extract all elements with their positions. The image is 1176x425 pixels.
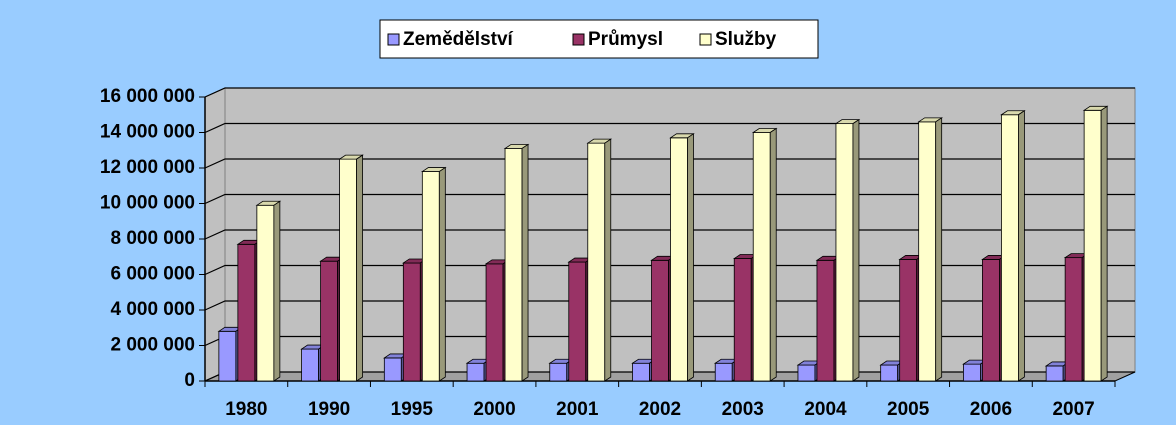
grid-line bbox=[204, 122, 1135, 134]
legend-swatch bbox=[699, 33, 712, 46]
x-tick-label: 2004 bbox=[804, 399, 847, 420]
x-tick-label: 1995 bbox=[391, 399, 434, 420]
bar-front bbox=[1064, 257, 1083, 382]
bar-side bbox=[687, 133, 694, 382]
bar-front bbox=[237, 243, 256, 382]
legend-label: Průmysl bbox=[588, 29, 663, 50]
bar-front bbox=[485, 263, 504, 382]
x-tick-label: 1990 bbox=[308, 399, 350, 420]
bar-side bbox=[769, 127, 777, 382]
bar-front bbox=[733, 258, 752, 382]
y-tick-label: 0 bbox=[184, 370, 195, 391]
bar-front bbox=[549, 362, 568, 382]
bar-front bbox=[651, 259, 669, 382]
bar-front bbox=[1045, 365, 1064, 382]
y-tick-label: 16 000 000 bbox=[100, 86, 195, 107]
bar-front bbox=[714, 362, 733, 382]
x-tick-label: 1980 bbox=[225, 399, 267, 420]
x-tick-label: 2002 bbox=[639, 399, 681, 420]
bar-front bbox=[587, 142, 606, 382]
bar-front bbox=[339, 158, 357, 382]
bar-front bbox=[835, 123, 854, 382]
bar-front bbox=[899, 259, 918, 382]
bar-front bbox=[466, 362, 485, 382]
bar bbox=[338, 154, 364, 382]
bar bbox=[503, 143, 530, 382]
bar-front bbox=[218, 330, 237, 382]
bar-front bbox=[1083, 109, 1102, 382]
bar-side bbox=[356, 154, 363, 382]
bar bbox=[465, 358, 492, 382]
y-tick-label: 10 000 000 bbox=[100, 193, 195, 214]
bar-front bbox=[880, 364, 899, 382]
bar-side bbox=[1018, 110, 1025, 382]
y-tick-label: 8 000 000 bbox=[110, 228, 195, 249]
legend-swatch bbox=[572, 33, 585, 46]
grid-line bbox=[204, 87, 1135, 98]
bar-side bbox=[273, 200, 281, 382]
bar-side bbox=[852, 118, 860, 382]
grid-line bbox=[204, 193, 1135, 205]
x-tick-label: 2005 bbox=[887, 399, 930, 420]
bar bbox=[586, 138, 613, 382]
bar-front bbox=[797, 364, 816, 382]
y-tick-label: 12 000 000 bbox=[100, 157, 195, 178]
bar-side bbox=[521, 143, 529, 382]
bar-front bbox=[256, 204, 275, 382]
bar-front bbox=[816, 259, 835, 382]
bar bbox=[1000, 110, 1026, 382]
y-tick-label: 4 000 000 bbox=[110, 299, 195, 320]
legend-box bbox=[379, 19, 819, 59]
bar-front bbox=[982, 259, 1000, 382]
bar-front bbox=[1001, 114, 1019, 382]
x-tick-label: 2006 bbox=[970, 399, 1012, 420]
bar-front bbox=[320, 260, 338, 382]
y-tick-label: 14 000 000 bbox=[100, 122, 195, 143]
bar bbox=[1082, 105, 1109, 382]
bar bbox=[917, 117, 944, 382]
bar-side bbox=[438, 166, 446, 382]
legend-label: Zemědělství bbox=[403, 29, 514, 50]
x-tick-label: 2000 bbox=[473, 399, 515, 420]
bar bbox=[834, 118, 861, 382]
x-tick-label: 2001 bbox=[556, 399, 599, 420]
bar bbox=[420, 166, 447, 382]
bar-side bbox=[604, 138, 612, 382]
bar-front bbox=[963, 363, 981, 382]
legend-swatch bbox=[387, 33, 400, 46]
grid-line bbox=[204, 229, 1135, 240]
bar-front bbox=[568, 261, 587, 382]
bar-front bbox=[752, 132, 771, 382]
x-tick-label: 2003 bbox=[722, 399, 764, 420]
bar bbox=[669, 133, 695, 382]
y-tick-label: 6 000 000 bbox=[110, 264, 195, 285]
bar bbox=[255, 200, 282, 382]
bar-side bbox=[1100, 105, 1108, 382]
x-tick-label: 2007 bbox=[1052, 399, 1094, 420]
bar-front bbox=[918, 121, 937, 382]
bar-front bbox=[301, 348, 319, 382]
bar-front bbox=[383, 357, 402, 382]
y-tick-label: 2 000 000 bbox=[110, 335, 195, 356]
bar-front bbox=[670, 137, 688, 382]
bar-front bbox=[402, 262, 421, 382]
bar bbox=[751, 127, 778, 382]
bar-front bbox=[421, 171, 440, 382]
legend-label: Služby bbox=[715, 29, 777, 50]
bar-front bbox=[504, 148, 523, 382]
bar-front bbox=[632, 362, 650, 382]
grid-line bbox=[204, 158, 1135, 169]
bar-side bbox=[935, 117, 943, 382]
